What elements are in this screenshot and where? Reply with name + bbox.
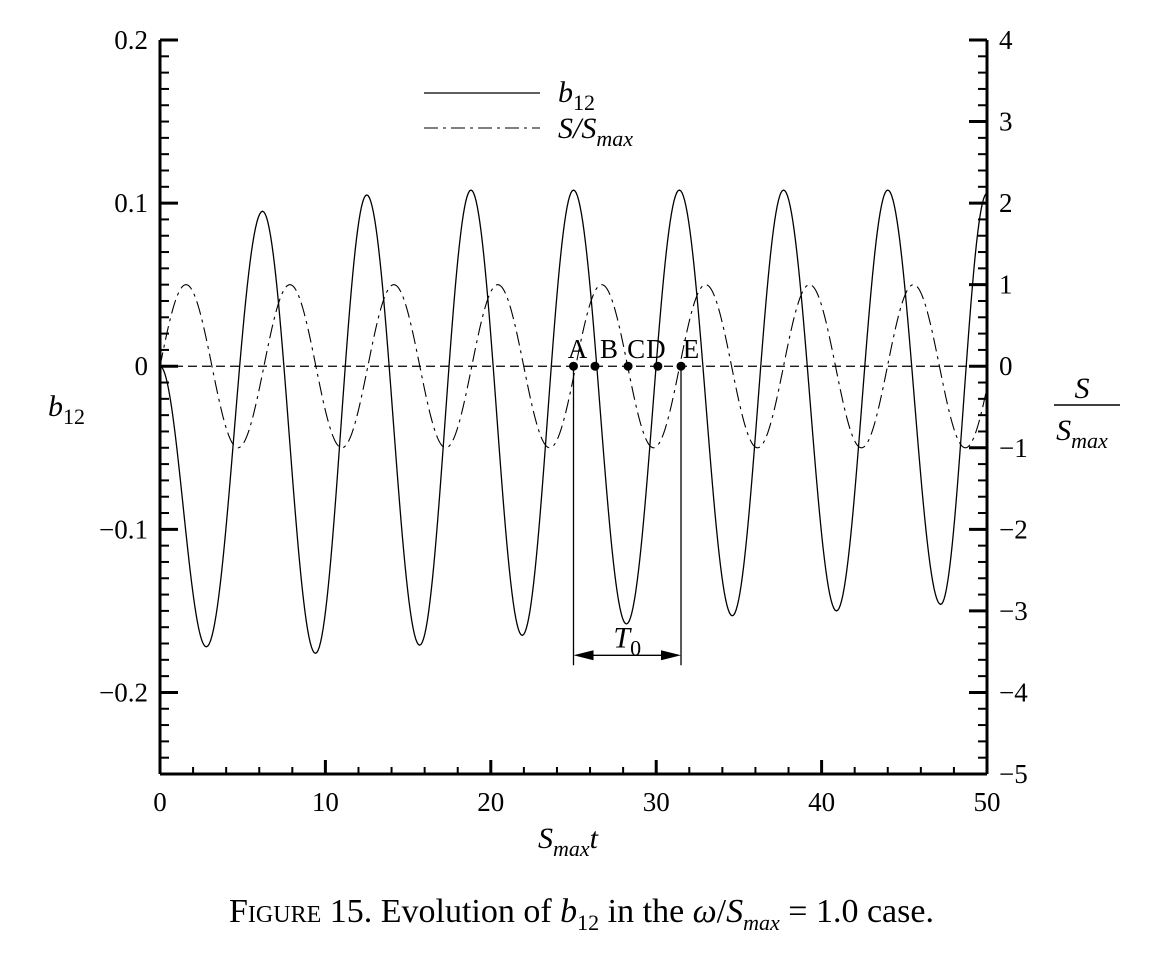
legend: b12 S/Smax: [424, 76, 633, 151]
marker-layer: A B C D E T0: [568, 334, 700, 666]
caption-var: b12: [560, 893, 600, 935]
caption-text-before: Evolution of: [372, 893, 561, 930]
x-tick-label-0: 0: [153, 787, 167, 817]
point-label-D: D: [646, 334, 666, 364]
caption-figure-number: 15.: [329, 893, 373, 930]
caption-text-after: case.: [858, 893, 934, 930]
tick-labels-layer: 0 10 20 30 40 500.20.10−0.1−0.243210−1−2−3−4−…: [99, 25, 1028, 817]
axes-layer: [158, 40, 989, 776]
right-tick-label-0: 4: [999, 25, 1013, 55]
point-label-E: E: [683, 334, 700, 364]
caption-equals: = 1.0: [779, 893, 859, 930]
left-tick-label-1: 0.1: [114, 188, 148, 218]
x-axis-title: Smaxt: [538, 822, 599, 861]
period-arrow-head-left: [573, 650, 594, 661]
right-axis-title-denominator: Smax: [1056, 414, 1108, 453]
point-B: [590, 361, 600, 371]
right-tick-label-4: 0: [999, 351, 1013, 381]
figure-caption: Figure 15. Evolution of b12 in the ω/Sma…: [0, 893, 1163, 936]
point-label-A: A: [568, 334, 588, 364]
caption-text-middle: in the: [599, 893, 693, 930]
x-tick-label-2: 20: [477, 787, 504, 817]
chart: A B C D ET0 0 10 20 30 40 500.20.10−0.1−0.243210−…: [48, 25, 1120, 861]
period-arrow-head-right: [661, 650, 682, 661]
legend-label-s-smax: S/Smax: [558, 112, 633, 151]
point-label-C: C: [627, 334, 645, 364]
period-label: T0: [613, 621, 641, 660]
right-axis-title-numerator: S: [1075, 372, 1090, 405]
x-tick-label-4: 40: [808, 787, 835, 817]
ticks-layer: [158, 38, 989, 776]
right-tick-label-5: −1: [999, 433, 1028, 463]
x-tick-label-3: 30: [643, 787, 670, 817]
caption-ratio: ω/Smax: [692, 893, 780, 935]
left-tick-label-2: 0: [135, 351, 149, 381]
right-tick-label-1: 3: [999, 107, 1013, 137]
series-b12-line: [159, 189, 988, 655]
left-tick-label-4: −0.2: [99, 677, 148, 707]
point-D: [653, 361, 663, 371]
x-axis-title-sub: max: [553, 836, 590, 861]
right-tick-label-8: −4: [999, 677, 1028, 707]
x-tick-label-5: 50: [974, 787, 1001, 817]
left-axis-title: b12: [48, 390, 85, 429]
right-tick-label-7: −3: [999, 596, 1028, 626]
x-tick-label-1: 10: [312, 787, 339, 817]
right-tick-label-3: 1: [999, 270, 1013, 300]
right-tick-label-6: −2: [999, 514, 1028, 544]
point-label-B: B: [600, 334, 618, 364]
left-tick-label-0: 0.2: [114, 25, 148, 55]
right-tick-label-2: 2: [999, 188, 1013, 218]
caption-figure-word: Figure: [229, 893, 322, 930]
legend-label-b12: b12: [558, 76, 595, 115]
point-C: [623, 361, 633, 371]
right-axis-title: S Smax: [1054, 372, 1120, 453]
right-tick-label-9: −5: [999, 759, 1028, 789]
left-tick-label-3: −0.1: [99, 514, 148, 544]
